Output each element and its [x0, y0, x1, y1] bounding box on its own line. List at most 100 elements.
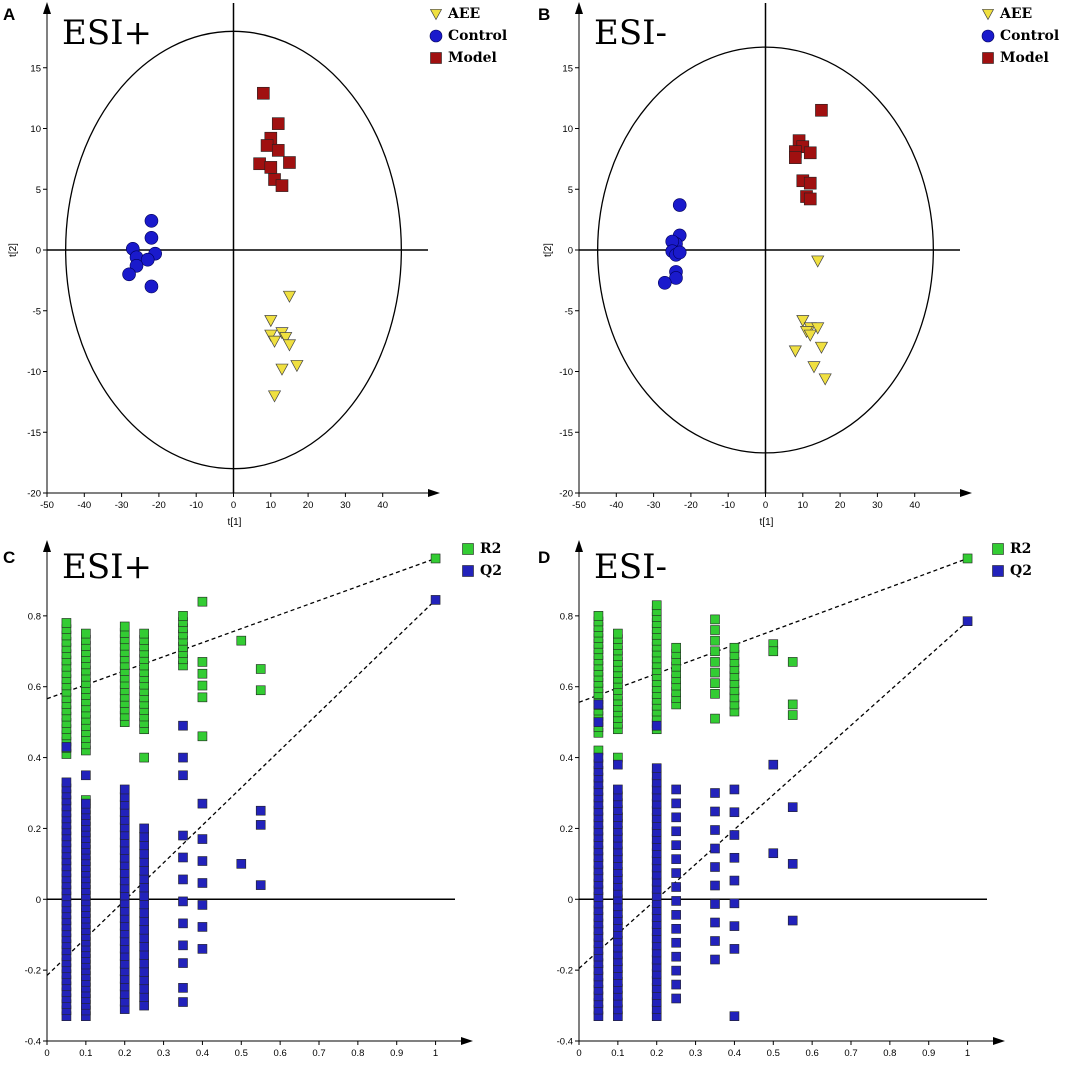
data-point-r2 [178, 611, 188, 621]
data-point-r2 [710, 667, 720, 678]
data-point-q2 [671, 951, 681, 962]
x-tick-label: 0.9 [922, 1048, 935, 1059]
data-point-q2 [729, 830, 740, 840]
data-point-q2 [197, 798, 208, 809]
data-point-r2 [139, 752, 149, 763]
legend-label-aee: AEE [447, 6, 480, 22]
y-tick-label: -0.2 [25, 966, 41, 977]
x-tick-label: 0.3 [689, 1048, 702, 1059]
series-model [253, 86, 296, 192]
data-point-q2 [255, 820, 266, 830]
legend-marker-control [981, 29, 995, 43]
data-point-aee [264, 329, 278, 342]
chart-title: ESI+ [62, 547, 152, 587]
legend-marker-aee [429, 9, 443, 21]
panel-A: A ESI+-50 -40 -30 -20 -10 0 10 20 30 40-20-15-10-5… [3, 2, 507, 528]
series-q2 [593, 616, 973, 1022]
data-point-r2 [197, 596, 208, 607]
data-point-r2 [81, 628, 91, 639]
data-point-q2 [710, 843, 720, 854]
data-point-q2 [671, 965, 681, 976]
data-point-control [140, 252, 155, 267]
data-point-control [144, 231, 159, 245]
panel-C: C ESI+ 0 0.1 0.2 0.3 0.4 0.5 0.6 0.7 0.8 0.9 1 -0.4 -0… [3, 540, 502, 1059]
data-point-model [283, 156, 296, 169]
data-point-q2 [430, 595, 441, 605]
x-tick-label: -20 [684, 500, 698, 511]
data-point-r2 [710, 646, 720, 657]
data-point-aee [811, 322, 825, 335]
series-control [657, 198, 687, 290]
data-point-model [803, 176, 817, 190]
series-aee [788, 255, 832, 386]
legend-label-r2: R2 [1010, 541, 1031, 557]
legend-label-model: Model [448, 50, 497, 66]
x-tick-label: -50 [40, 500, 54, 511]
y-tick-label: 0.2 [28, 824, 41, 835]
data-point-model [815, 103, 828, 117]
data-point-q2 [962, 616, 973, 626]
data-point-aee [814, 341, 829, 354]
legend-marker-control [429, 29, 443, 43]
y-tick-label: 0 [36, 895, 41, 906]
data-point-model [264, 161, 278, 174]
data-point-q2 [139, 848, 149, 859]
data-point-q2 [593, 699, 604, 710]
legend-label-model: Model [1000, 50, 1049, 66]
data-point-q2 [197, 944, 208, 954]
x-tick-label: -10 [189, 500, 203, 511]
x-axis-arrow [428, 489, 440, 497]
data-point-r2 [613, 628, 623, 639]
data-point-q2 [139, 865, 149, 876]
x-tick-label: 0 [576, 1048, 581, 1059]
legend-marker-q2 [462, 565, 474, 577]
data-point-model [803, 146, 817, 160]
data-point-r2 [61, 618, 72, 628]
data-point-q2 [236, 859, 247, 869]
y-tick-label: 5 [568, 185, 573, 196]
data-point-q2 [178, 874, 188, 885]
data-point-r2 [119, 621, 130, 632]
hotelling-ellipse [597, 46, 935, 454]
data-point-q2 [671, 993, 681, 1004]
data-point-r2 [729, 642, 740, 653]
data-point-q2 [139, 975, 149, 986]
data-point-q2 [671, 840, 681, 850]
x-tick-label: 1 [965, 1048, 970, 1059]
data-point-q2 [729, 852, 740, 863]
data-point-r2 [236, 635, 247, 646]
x-tick-label: -20 [152, 500, 166, 511]
data-point-aee [275, 363, 289, 376]
legend-marker-model [430, 52, 442, 64]
data-point-r2 [671, 642, 681, 653]
data-point-q2 [787, 859, 798, 869]
y-tick-label: -0.4 [25, 1037, 41, 1048]
data-point-r2 [255, 685, 266, 696]
data-point-model [253, 157, 266, 171]
data-point-q2 [139, 933, 149, 943]
data-point-q2 [710, 936, 720, 946]
x-axis-arrow [461, 1037, 473, 1045]
data-point-q2 [671, 937, 681, 948]
data-point-q2 [671, 784, 681, 795]
x-axis-arrow [993, 1037, 1005, 1045]
data-point-q2 [178, 852, 188, 863]
legend-label-q2: Q2 [480, 563, 502, 579]
series-model [789, 103, 828, 206]
data-point-q2 [81, 770, 91, 781]
chart-title: ESI- [594, 547, 667, 587]
data-point-model [275, 179, 289, 192]
data-point-q2 [139, 967, 149, 977]
data-point-aee [282, 339, 297, 352]
data-point-q2 [139, 924, 149, 935]
legend-label-aee: AEE [999, 6, 1032, 22]
data-point-q2 [671, 798, 681, 809]
legend-marker-q2 [992, 565, 1004, 577]
data-point-q2 [139, 941, 149, 952]
data-point-q2 [671, 910, 681, 920]
data-point-q2 [651, 763, 662, 774]
panel-label: A [3, 5, 15, 24]
x-tick-label: 30 [340, 500, 351, 511]
y-tick-label: 0.2 [560, 824, 573, 835]
data-point-q2 [613, 759, 623, 770]
